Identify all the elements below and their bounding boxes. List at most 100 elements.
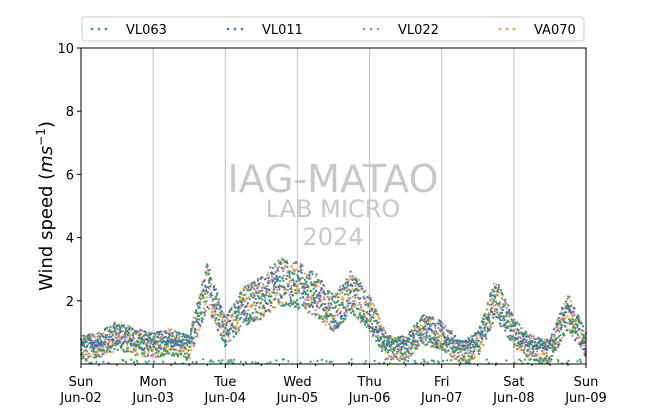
data-point [359,297,362,300]
data-point [415,347,418,350]
data-point [403,361,406,364]
data-point [192,337,195,340]
data-point [449,353,452,356]
data-point [515,338,518,341]
data-point [563,314,566,317]
data-point [390,356,393,359]
data-point [184,352,187,355]
data-point [144,355,147,358]
data-point [323,298,327,301]
data-point [497,290,500,294]
data-point [265,277,268,280]
y-tick-label: 8 [66,105,74,120]
data-point [134,354,137,357]
data-point [156,355,159,358]
data-point [343,293,347,296]
data-point [255,284,258,287]
data-point [410,352,413,355]
data-point [94,336,98,339]
data-point [359,321,362,324]
data-point [255,292,258,295]
data-point [573,313,576,316]
data-point [552,328,556,331]
data-point [207,286,210,289]
data-point [558,312,562,315]
data-point [219,333,222,336]
data-point [466,341,469,344]
data-point [263,299,266,302]
data-point [350,304,354,307]
data-point [435,343,438,346]
data-point [133,361,136,364]
data-point [327,290,330,293]
data-point [353,294,357,297]
data-point [496,312,499,316]
data-point [535,359,539,362]
data-point [422,333,425,336]
data-point [206,263,209,266]
data-point [386,341,389,344]
data-point [278,275,281,278]
data-point [214,319,217,322]
data-point [272,288,275,291]
data-point [571,334,574,337]
data-point [179,350,182,353]
data-point [558,320,561,323]
data-point [206,291,209,294]
data-point [119,329,122,332]
data-point [381,349,384,353]
data-point [341,320,345,323]
data-point [491,321,494,325]
data-point [320,358,324,361]
data-point [344,317,347,320]
data-point [370,309,373,312]
data-point [302,282,305,285]
data-point [284,264,287,267]
data-point [222,312,225,315]
data-point [258,318,261,321]
data-point [407,354,410,357]
data-point [378,325,381,328]
data-point [243,319,246,322]
data-point [565,361,569,364]
data-point [225,315,228,319]
data-point [235,333,238,336]
data-point [124,327,127,330]
data-point [503,324,506,327]
data-point [319,289,323,292]
data-point [293,270,296,273]
data-point [309,281,313,284]
data-point [457,359,460,362]
data-point [428,337,431,341]
data-point [208,268,211,271]
data-point [136,330,139,333]
data-point [195,360,198,363]
data-point [482,344,485,347]
data-point [288,293,291,296]
data-point [112,344,115,347]
data-point [378,317,381,321]
data-point [479,342,482,346]
data-point [170,337,173,340]
data-point [221,320,224,323]
data-point [110,345,113,348]
data-point [254,295,257,298]
data-point [310,298,313,301]
data-point [393,353,396,356]
data-point [82,342,86,346]
data-point [219,326,222,329]
data-point [153,353,156,356]
data-point [370,299,373,302]
data-point [229,358,232,361]
data-point [553,335,556,338]
data-point [108,333,111,336]
data-point [347,299,351,302]
data-point [350,358,353,361]
data-point [425,320,428,323]
data-point [342,306,345,309]
data-point [334,305,338,308]
data-point [165,332,168,335]
data-point [392,350,395,354]
data-point [132,334,135,337]
